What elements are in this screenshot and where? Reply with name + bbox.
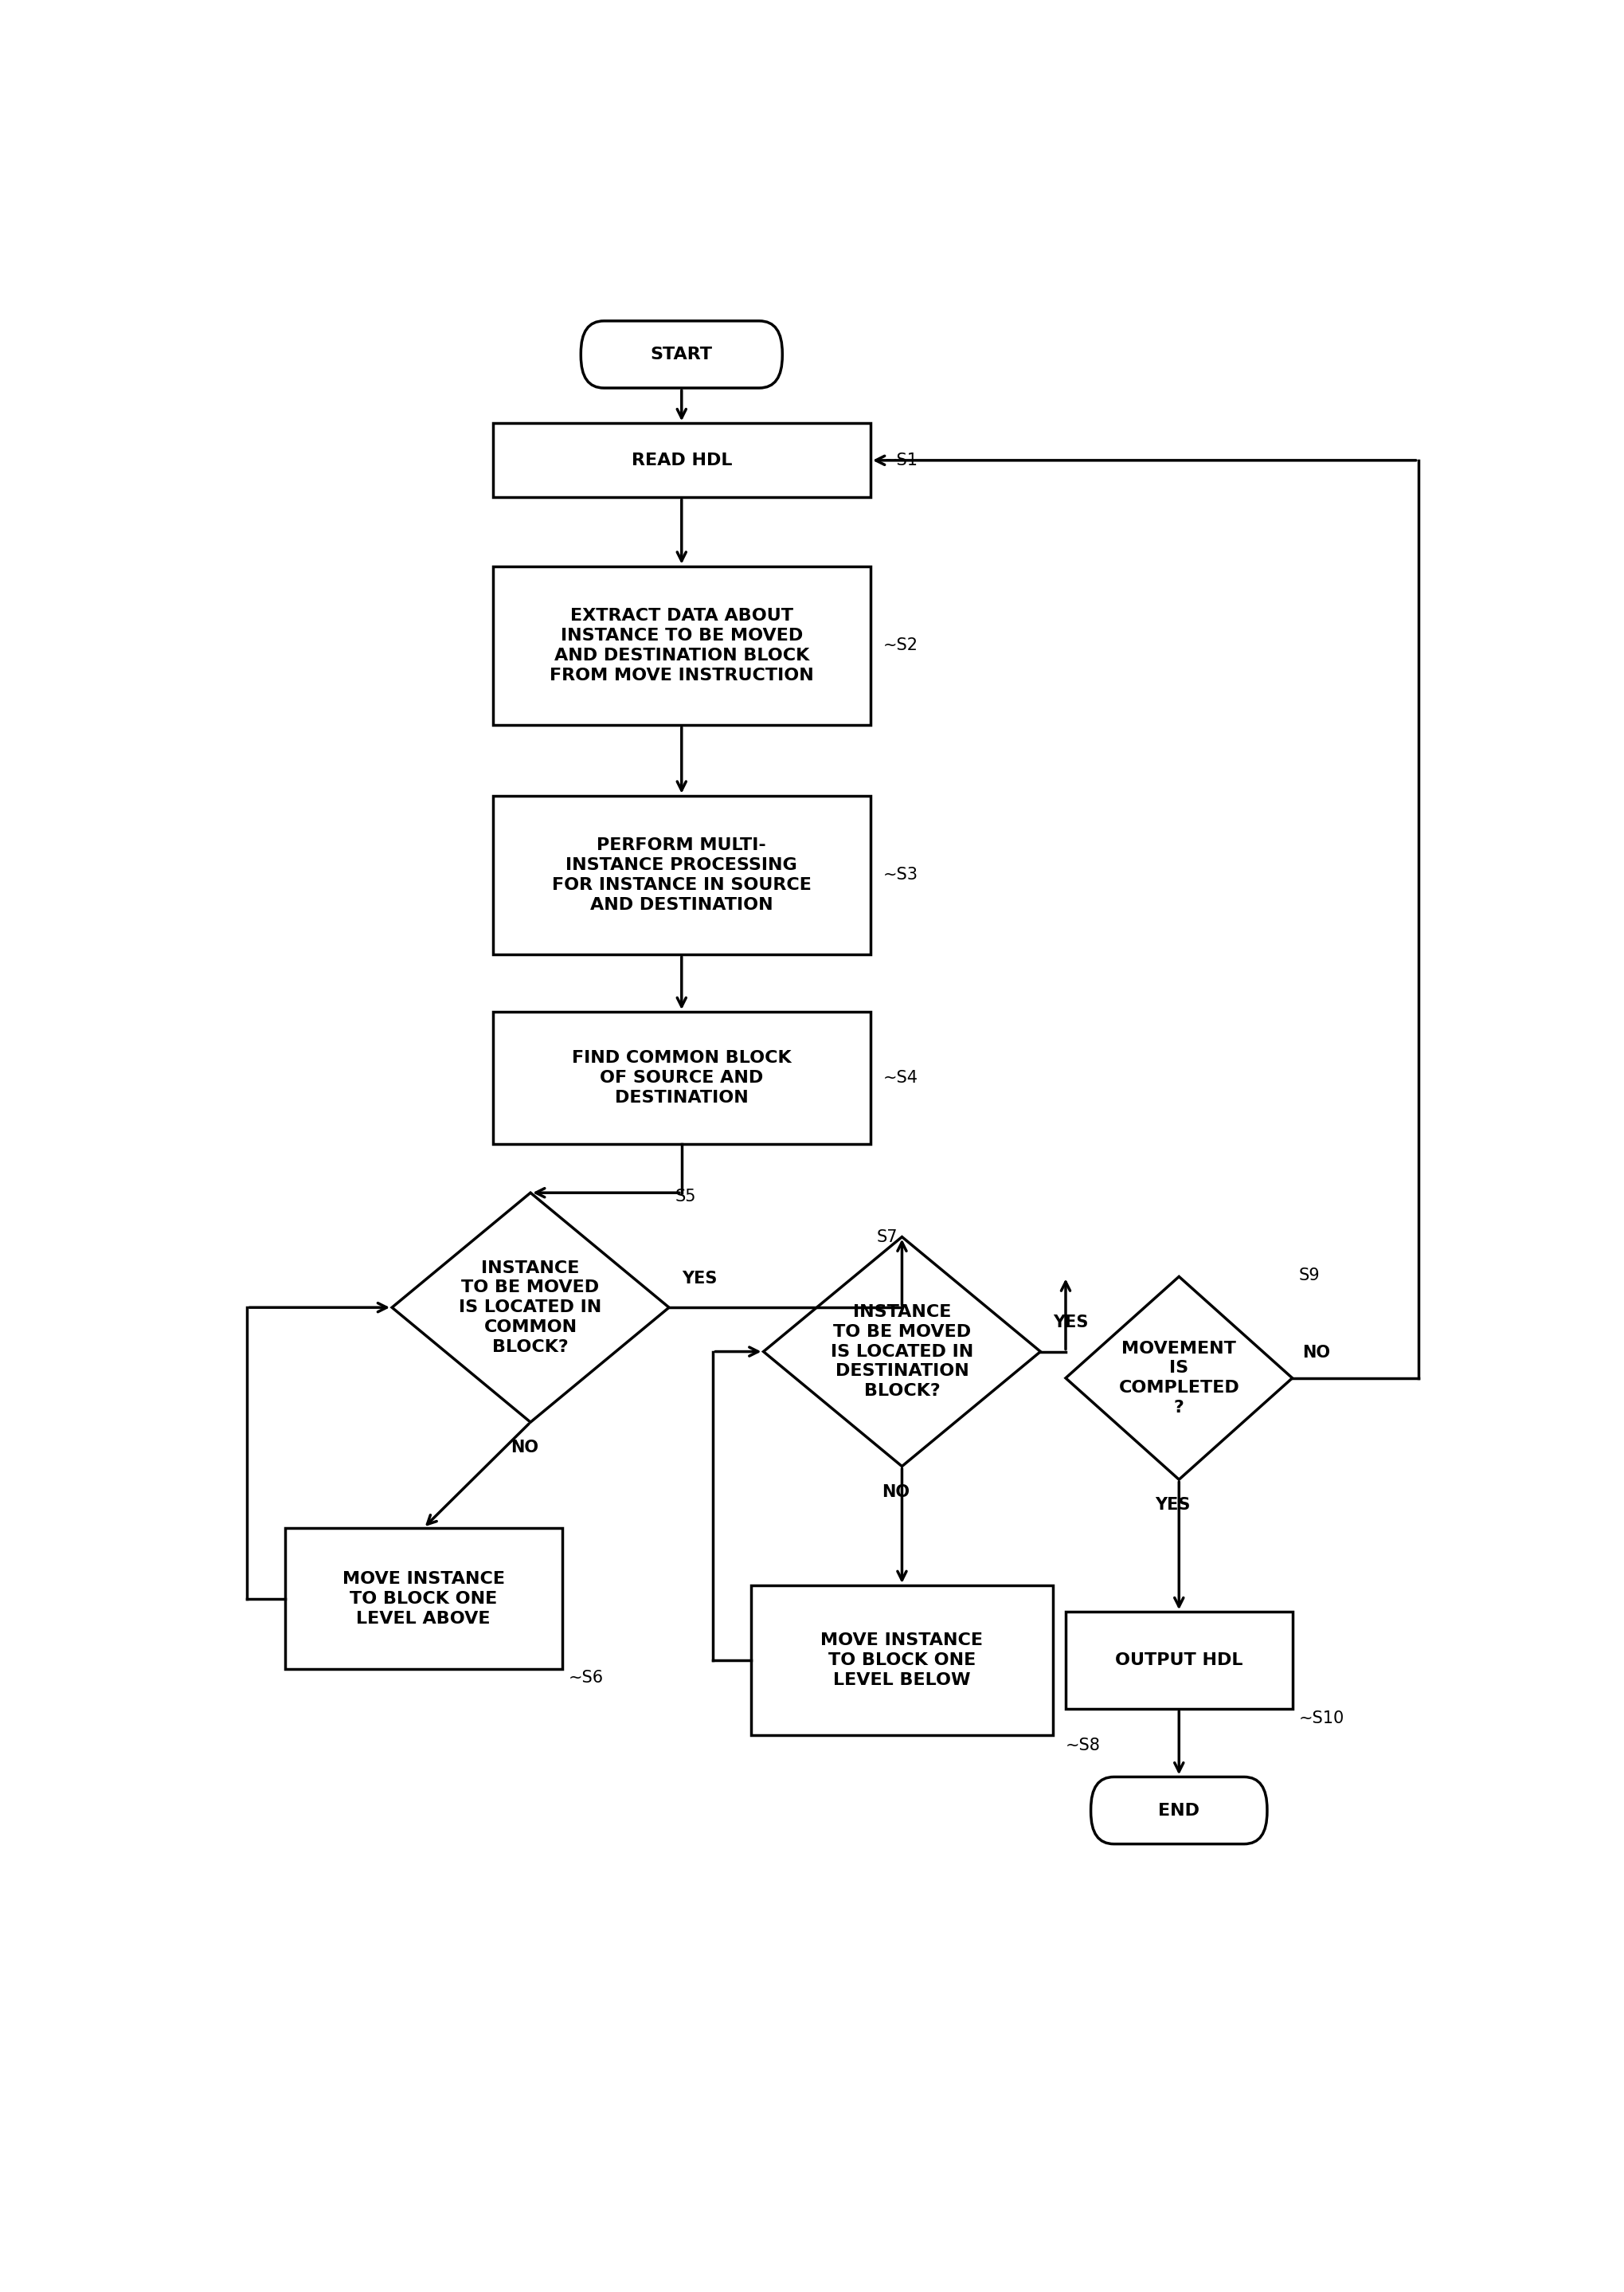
Text: S7: S7 [877, 1229, 898, 1245]
Text: INSTANCE
TO BE MOVED
IS LOCATED IN
DESTINATION
BLOCK?: INSTANCE TO BE MOVED IS LOCATED IN DESTI… [830, 1304, 973, 1398]
Text: NO: NO [1302, 1345, 1330, 1361]
Polygon shape [391, 1192, 669, 1421]
Text: ~S2: ~S2 [883, 637, 918, 653]
Text: ~S10: ~S10 [1298, 1710, 1343, 1726]
Bar [492, 566, 870, 724]
Text: S9: S9 [1298, 1267, 1319, 1284]
Text: READ HDL: READ HDL [630, 452, 732, 468]
Polygon shape [1065, 1277, 1291, 1481]
Polygon shape [763, 1238, 1039, 1467]
Text: S5: S5 [676, 1187, 697, 1203]
Bar [750, 1586, 1052, 1735]
Text: MOVE INSTANCE
TO BLOCK ONE
LEVEL BELOW: MOVE INSTANCE TO BLOCK ONE LEVEL BELOW [820, 1632, 983, 1689]
Bar [284, 1529, 562, 1669]
Text: ~S4: ~S4 [883, 1070, 918, 1086]
Text: EXTRACT DATA ABOUT
INSTANCE TO BE MOVED
AND DESTINATION BLOCK
FROM MOVE INSTRUCT: EXTRACT DATA ABOUT INSTANCE TO BE MOVED … [549, 607, 814, 683]
Bar [492, 424, 870, 497]
FancyBboxPatch shape [581, 321, 783, 387]
Text: NO: NO [510, 1439, 538, 1455]
Text: INSTANCE
TO BE MOVED
IS LOCATED IN
COMMON
BLOCK?: INSTANCE TO BE MOVED IS LOCATED IN COMMO… [460, 1261, 601, 1355]
Bar [492, 795, 870, 953]
Text: YES: YES [682, 1270, 716, 1286]
Text: OUTPUT HDL: OUTPUT HDL [1114, 1653, 1242, 1669]
Text: START: START [650, 346, 713, 362]
Text: END: END [1158, 1802, 1199, 1818]
Text: YES: YES [1052, 1316, 1088, 1329]
Text: ~S3: ~S3 [883, 866, 918, 882]
Text: MOVE INSTANCE
TO BLOCK ONE
LEVEL ABOVE: MOVE INSTANCE TO BLOCK ONE LEVEL ABOVE [343, 1570, 505, 1627]
Bar [492, 1011, 870, 1144]
Text: PERFORM MULTI-
INSTANCE PROCESSING
FOR INSTANCE IN SOURCE
AND DESTINATION: PERFORM MULTI- INSTANCE PROCESSING FOR I… [552, 837, 810, 912]
Text: ~S6: ~S6 [568, 1671, 603, 1687]
Text: YES: YES [1155, 1497, 1190, 1513]
Bar [1065, 1611, 1291, 1710]
FancyBboxPatch shape [1090, 1776, 1267, 1845]
Text: ~S1: ~S1 [883, 452, 918, 468]
Text: NO: NO [882, 1483, 909, 1499]
Text: MOVEMENT
IS
COMPLETED
?: MOVEMENT IS COMPLETED ? [1117, 1341, 1239, 1416]
Text: FIND COMMON BLOCK
OF SOURCE AND
DESTINATION: FIND COMMON BLOCK OF SOURCE AND DESTINAT… [572, 1050, 791, 1105]
Text: ~S8: ~S8 [1065, 1737, 1099, 1753]
